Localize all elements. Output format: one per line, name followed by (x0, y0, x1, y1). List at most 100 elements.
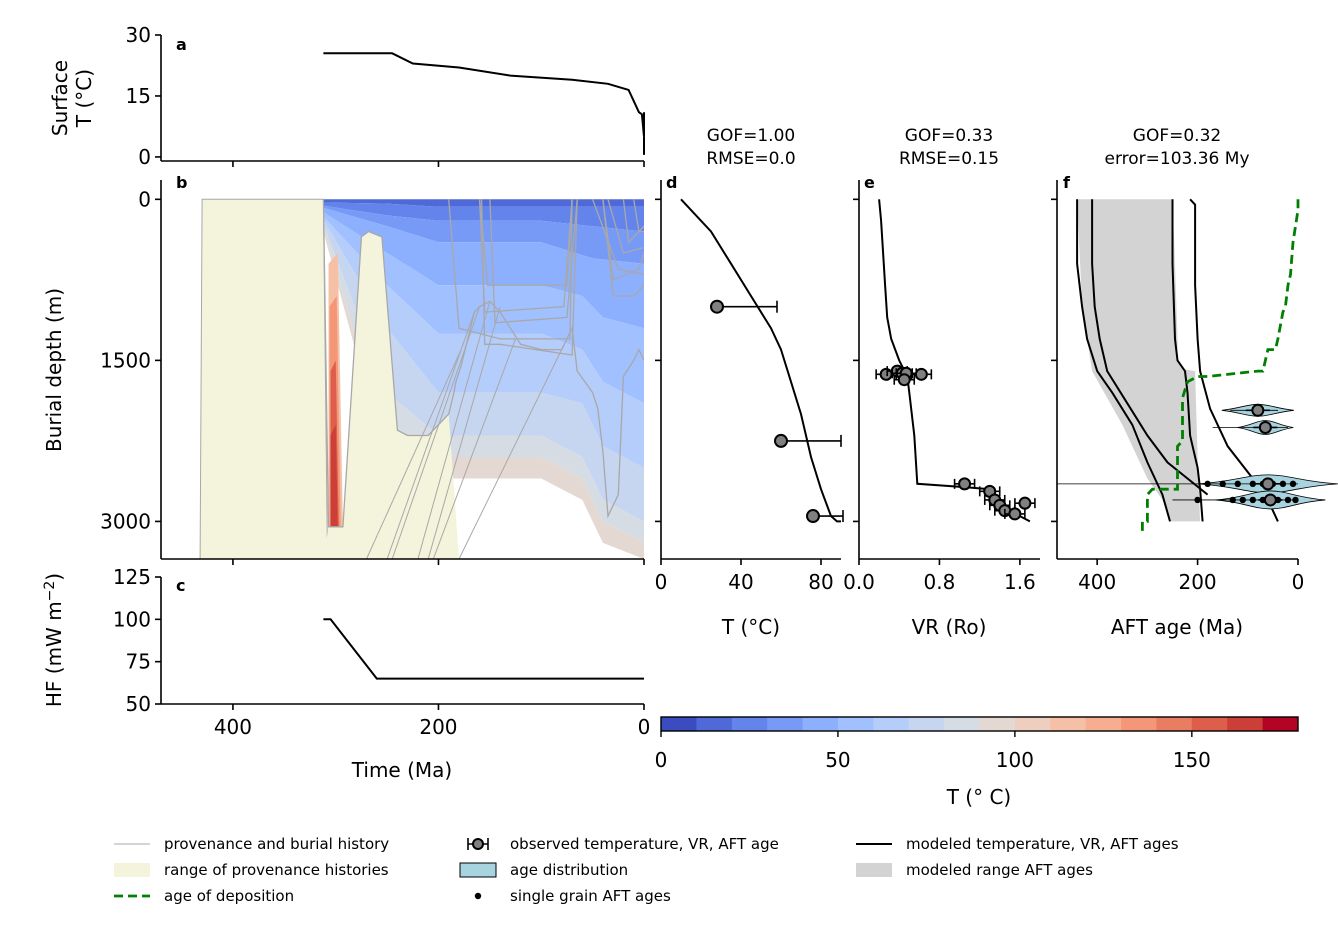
colorbar-segment (837, 717, 874, 731)
observed-aft-point (1261, 477, 1275, 491)
legend-label: modeled temperature, VR, AFT ages (906, 835, 1179, 853)
legend-label: observed temperature, VR, AFT age (510, 835, 779, 853)
colorbar-tick-label: 50 (825, 748, 850, 772)
legend-label: age distribution (510, 861, 628, 879)
panel-d-xtick-label: 40 (728, 570, 753, 594)
provenance-range-area (199, 198, 329, 559)
burial-history-line (478, 199, 573, 313)
c-ylabel-sup: −2 (42, 581, 58, 602)
colorbar-segment (1156, 717, 1193, 731)
a-ylabel-1: Surface (48, 60, 72, 136)
d-title-2: RMSE=0.0 (706, 149, 795, 169)
legend-swatch (114, 863, 150, 877)
colorbar-segment (1121, 717, 1157, 731)
panel-d-xtick-label: 0 (655, 570, 668, 594)
panel-label-b: b (176, 173, 187, 192)
single-grain-age (1219, 480, 1226, 488)
panel-c-xtick-label: 400 (214, 715, 252, 739)
observed-temperature-point (806, 509, 820, 524)
panel-c-ytick-label: 100 (113, 607, 151, 631)
panel-label-e: e (864, 173, 875, 192)
panel-label-d: d (666, 173, 677, 192)
temperature-band (323, 199, 644, 207)
single-grain-age (1229, 496, 1236, 504)
observed-vr-point (1018, 496, 1032, 510)
colorbar-segment (1014, 717, 1051, 731)
legend-label: single grain AFT ages (510, 887, 671, 905)
single-grain-age (1279, 480, 1287, 488)
colorbar-segment (979, 717, 1016, 731)
burial-history-line (366, 349, 462, 559)
burial-history-line (602, 199, 644, 297)
c-xlabel: Time (Ma) (351, 758, 452, 782)
e-title-2: RMSE=0.15 (899, 149, 999, 169)
legend-swatch (856, 863, 892, 877)
temperature-band (330, 424, 338, 527)
temperature-band (323, 219, 644, 522)
burial-history-line (607, 199, 644, 254)
colorbar-segment (1085, 717, 1122, 731)
observed-vr-point (1008, 507, 1022, 521)
colorbar-segment (1262, 717, 1299, 731)
c-ylabel: HF (mW m−2) (42, 573, 66, 707)
surface-temperature-line (323, 52, 645, 155)
burial-history-line (478, 199, 573, 286)
burial-history-line (391, 306, 481, 559)
f-title-1: GOF=0.32 (1133, 126, 1221, 146)
temperature-band (323, 216, 644, 468)
a-ylabel-2: T (°C) (72, 69, 96, 128)
colorbar-segment (908, 717, 945, 731)
panel-e-xtick-label: 1.6 (1004, 570, 1036, 594)
provenance-range-area (323, 526, 343, 559)
panel-label-c: c (176, 576, 185, 595)
panel-e-xtick-label: 0.8 (924, 570, 956, 594)
single-grain-age (1284, 496, 1292, 504)
colorbar-segment (944, 717, 980, 731)
legend-label: modeled range AFT ages (906, 861, 1093, 879)
observed-aft-point (1263, 493, 1277, 507)
panel-e-xtick-label: 0.0 (843, 570, 875, 594)
single-grain-age (1249, 496, 1257, 504)
single-grain-age (1289, 480, 1297, 488)
single-grain-age (1249, 480, 1257, 488)
colorbar-segment (696, 717, 733, 731)
burial-history-line (432, 338, 516, 559)
panel-d-xtick-label: 80 (808, 570, 833, 594)
single-grain-age (1292, 496, 1299, 504)
observed-vr-point (958, 477, 972, 491)
panel-c-ytick-label: 125 (113, 565, 151, 589)
panel-c-ytick-label: 50 (126, 692, 151, 716)
b-ylabel: Burial depth (m) (42, 288, 66, 452)
single-grain-age (1204, 480, 1211, 488)
panel-c-ytick-label: 75 (126, 650, 151, 674)
observed-temperature-point (774, 433, 788, 448)
c-ylabel-end: ) (42, 573, 66, 581)
observed-vr-point (914, 367, 928, 381)
panel-a-ytick-label: 15 (126, 84, 151, 108)
burial-history-line (633, 199, 644, 233)
single-grain-age (1194, 496, 1201, 504)
temperature-band (323, 205, 644, 264)
observed-aft-point (1258, 420, 1272, 434)
provenance-range-area (342, 231, 459, 559)
f-title-2: error=103.36 My (1104, 149, 1249, 169)
colorbar-tick-label: 150 (1173, 748, 1211, 772)
temperature-band (323, 227, 644, 559)
e-xlabel: VR (Ro) (912, 615, 987, 639)
legend-label: provenance and burial history (164, 835, 389, 853)
legend-swatch (459, 862, 497, 878)
panel-a-ytick-label: 0 (138, 145, 151, 169)
burial-history-line (417, 301, 491, 559)
panel-c-xtick-label: 0 (638, 715, 651, 739)
legend-label: range of provenance histories (164, 861, 389, 879)
observed-aft-point (1251, 403, 1265, 417)
heat-flow-line (323, 618, 644, 680)
legend-swatch (474, 892, 482, 900)
single-grain-age (1239, 496, 1246, 504)
panel-b-ytick-label: 0 (138, 187, 151, 211)
colorbar-segment (1227, 717, 1264, 731)
colorbar-segment (873, 717, 910, 731)
e-title-1: GOF=0.33 (905, 126, 993, 146)
